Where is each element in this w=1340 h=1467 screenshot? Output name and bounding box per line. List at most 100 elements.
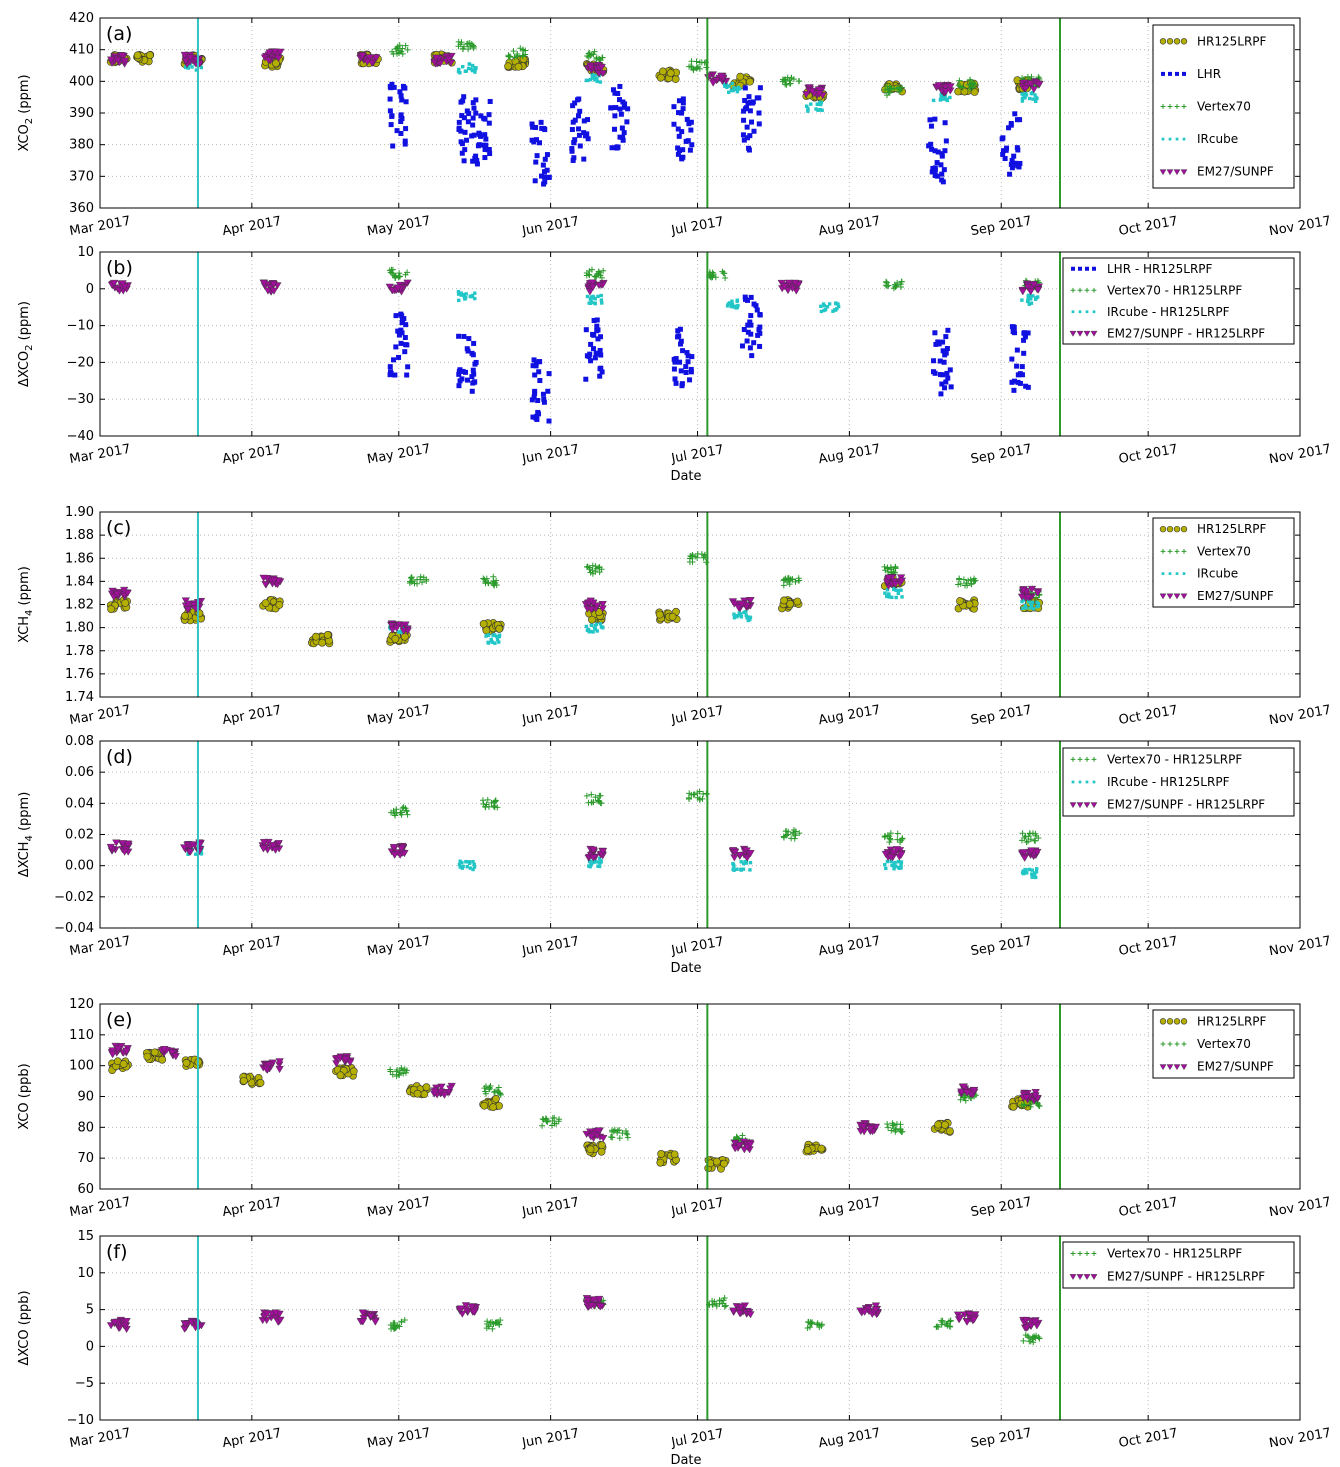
- data-point: [556, 1116, 563, 1123]
- series-em27-sunpf-hr125lrpf: [106, 1295, 1043, 1334]
- data-point: [262, 1065, 271, 1074]
- legend-marker: [1167, 548, 1173, 554]
- data-point: [489, 1103, 498, 1112]
- legend-label: Vertex70: [1197, 100, 1251, 114]
- data-point: [741, 861, 746, 866]
- data-point: [1020, 92, 1024, 96]
- data-point: [899, 866, 903, 870]
- data-point: [553, 1120, 560, 1127]
- legend-label: HR125LRPF: [1197, 34, 1267, 48]
- legend-marker: [1090, 330, 1098, 337]
- data-point: [396, 354, 402, 360]
- data-point: [725, 304, 730, 308]
- data-point: [497, 633, 502, 637]
- data-point: [962, 1097, 969, 1104]
- data-point: [744, 124, 750, 130]
- data-point: [586, 49, 593, 56]
- data-point: [485, 579, 492, 586]
- data-point: [896, 588, 901, 593]
- data-point: [1030, 872, 1034, 876]
- data-point: [612, 90, 618, 96]
- data-point: [1009, 379, 1015, 385]
- data-point: [710, 270, 717, 277]
- legend-marker: [1161, 71, 1165, 76]
- data-point: [474, 157, 480, 163]
- data-point: [1017, 593, 1027, 601]
- data-point: [405, 364, 411, 370]
- panel-label: (a): [106, 23, 132, 45]
- data-point: [972, 577, 979, 584]
- legend-label: EM27/SUNPF - HR125LRPF: [1107, 798, 1265, 812]
- data-point: [677, 359, 683, 365]
- y-tick-label: 380: [69, 138, 94, 153]
- data-point: [899, 588, 903, 592]
- data-point: [473, 296, 477, 301]
- data-point: [686, 795, 693, 802]
- y-axis-label: ΔXCO (ppb): [17, 1290, 32, 1365]
- data-point: [699, 795, 706, 802]
- data-point: [793, 597, 802, 606]
- data-point: [389, 48, 396, 55]
- data-point: [195, 609, 204, 618]
- data-point: [961, 1094, 968, 1101]
- data-point: [730, 81, 735, 86]
- data-point: [656, 1158, 665, 1167]
- data-point: [180, 51, 189, 59]
- data-point: [967, 81, 974, 88]
- data-point: [465, 348, 471, 354]
- data-point: [885, 859, 890, 864]
- data-point: [332, 1060, 341, 1068]
- x-axis-label: Date: [670, 1453, 701, 1467]
- data-point: [742, 294, 748, 300]
- data-point: [457, 298, 461, 303]
- data-point: [540, 1116, 547, 1123]
- data-point: [943, 350, 949, 356]
- data-point: [1029, 301, 1034, 305]
- legend-marker: [1159, 38, 1167, 45]
- data-point: [1020, 599, 1024, 604]
- data-point: [423, 576, 430, 583]
- data-point: [444, 55, 453, 63]
- data-point: [494, 804, 501, 811]
- data-point: [390, 357, 396, 363]
- data-point: [473, 153, 479, 159]
- data-point: [789, 575, 796, 582]
- data-point: [403, 126, 409, 132]
- data-point: [529, 121, 535, 127]
- data-point: [731, 867, 735, 872]
- data-point: [624, 119, 630, 125]
- data-point: [122, 1318, 131, 1326]
- y-tick-label: 10: [77, 1266, 94, 1281]
- data-point: [540, 162, 546, 168]
- data-point: [548, 1122, 555, 1129]
- data-point: [1027, 302, 1032, 306]
- data-point: [531, 394, 537, 400]
- data-point: [617, 83, 623, 89]
- legend-marker: [1070, 287, 1076, 293]
- data-point: [387, 108, 393, 114]
- data-point: [716, 1300, 723, 1307]
- data-point: [1002, 156, 1008, 162]
- data-point: [456, 126, 462, 132]
- legend-marker: [1180, 525, 1188, 533]
- data-point: [610, 87, 616, 93]
- legend-marker: [1083, 330, 1091, 337]
- data-point: [598, 605, 607, 613]
- data-point: [741, 327, 747, 333]
- data-point: [598, 352, 604, 358]
- data-point: [490, 803, 497, 810]
- data-point: [121, 598, 130, 607]
- data-point: [119, 1060, 128, 1068]
- data-point: [476, 142, 482, 148]
- data-point: [859, 1123, 868, 1131]
- data-point: [620, 137, 626, 143]
- data-point: [1012, 160, 1018, 166]
- legend-marker: [1174, 1041, 1180, 1047]
- data-point: [595, 629, 599, 633]
- legend-marker: [1077, 1251, 1083, 1256]
- data-point: [529, 397, 535, 403]
- data-point: [479, 620, 488, 628]
- data-point: [1033, 875, 1038, 880]
- data-point: [966, 77, 973, 84]
- data-point: [456, 333, 462, 339]
